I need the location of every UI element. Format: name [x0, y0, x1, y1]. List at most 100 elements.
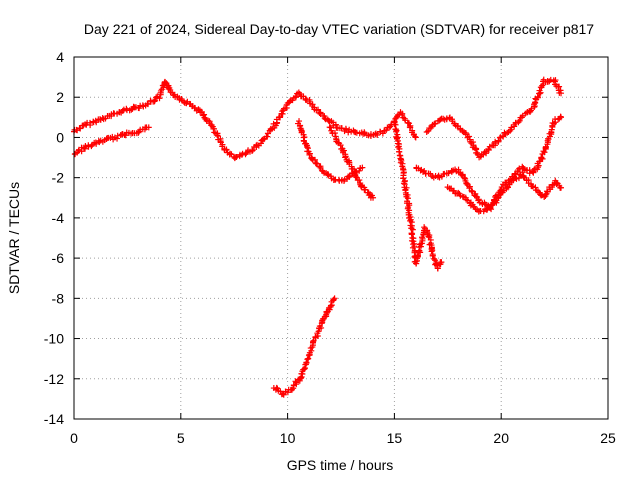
data-point-main_band: [277, 114, 284, 121]
x-axis-label: GPS time / hours: [287, 457, 394, 473]
data-point-crossing_down_b: [337, 142, 344, 149]
data-point-main_band: [233, 154, 240, 161]
data-point-main_band: [249, 147, 256, 154]
data-point-main_band: [249, 148, 256, 155]
data-point-deep_dip_10_12: [304, 356, 311, 363]
data-point-low_start: [145, 124, 152, 131]
data-point-deep_dip_10_12: [290, 385, 297, 392]
data-point-low_start: [82, 143, 89, 150]
x-tick-label: 0: [70, 430, 78, 446]
data-point-main_band: [406, 120, 413, 127]
data-point-drop_15_17: [404, 195, 411, 202]
data-point-late_low: [450, 187, 457, 194]
data-point-main_band: [214, 132, 221, 139]
data-point-late_high: [512, 120, 519, 127]
data-point-drop_15_17: [409, 226, 416, 233]
data-point-late_mid: [482, 201, 489, 208]
data-point-deep_dip_10_12: [280, 391, 287, 398]
data-point-low_start: [114, 135, 121, 142]
data-point-late_mid: [541, 149, 548, 156]
data-point-late_low: [515, 175, 522, 182]
data-point-main_band: [156, 95, 163, 102]
data-point-main_band: [292, 93, 299, 100]
data-point-crossing_down_a: [359, 164, 366, 171]
data-point-late_low: [553, 179, 560, 186]
data-point-late_low: [544, 188, 551, 195]
data-point-main_band: [238, 151, 245, 158]
data-point-drop_15_17: [407, 222, 414, 229]
x-tick-label: 15: [387, 430, 403, 446]
data-point-low_start: [93, 140, 100, 147]
data-points: [70, 76, 565, 398]
data-point-main_band: [374, 131, 381, 138]
data-point-low_start: [114, 132, 121, 139]
data-point-main_band: [257, 140, 264, 147]
data-point-late_high: [536, 87, 543, 94]
data-point-crossing_down_a: [312, 156, 319, 163]
data-point-crossing_down_b: [356, 177, 363, 184]
data-point-deep_dip_10_12: [303, 359, 310, 366]
data-point-late_low: [558, 184, 565, 191]
data-point-drop_15_17: [431, 255, 438, 262]
data-point-late_mid: [549, 120, 556, 127]
data-point-crossing_down_b: [353, 174, 360, 181]
y-tick-label: -10: [44, 331, 64, 347]
x-tick-label: 10: [280, 430, 296, 446]
data-point-late_high: [515, 119, 522, 126]
data-point-main_band: [264, 133, 271, 140]
data-point-late_mid: [475, 196, 482, 203]
y-tick-label: -4: [52, 210, 65, 226]
x-tick-label: 20: [493, 430, 509, 446]
data-point-crossing_down_b: [352, 173, 359, 180]
data-point-deep_dip_10_12: [309, 338, 316, 345]
data-point-crossing_down_b: [327, 124, 334, 131]
data-point-crossing_down_b: [332, 130, 339, 137]
x-tick-label: 5: [177, 430, 185, 446]
data-point-late_low: [519, 169, 526, 176]
data-point-late_mid: [461, 174, 468, 181]
data-point-crossing_down_a: [325, 172, 332, 179]
data-point-deep_dip_10_12: [331, 295, 338, 302]
data-point-main_band: [195, 106, 202, 113]
y-tick-label: -14: [44, 411, 64, 427]
data-point-late_high: [466, 133, 473, 140]
data-point-main_band: [151, 97, 158, 104]
data-point-main_band: [223, 146, 230, 153]
data-point-late_mid: [536, 158, 543, 165]
data-point-crossing_down_a: [309, 155, 316, 162]
y-axis-label: SDTVAR / TECUs: [6, 182, 22, 294]
data-point-drop_15_17: [429, 252, 436, 259]
data-point-deep_dip_10_12: [301, 366, 308, 373]
data-point-late_mid: [538, 154, 545, 161]
y-tick-label: -8: [52, 290, 65, 306]
data-point-main_band: [412, 134, 419, 141]
data-point-deep_dip_10_12: [310, 337, 317, 344]
data-point-drop_15_17: [396, 152, 403, 159]
data-point-main_band: [128, 106, 135, 113]
data-point-crossing_down_b: [351, 168, 358, 175]
data-point-late_mid: [463, 180, 470, 187]
data-point-main_band: [399, 111, 406, 118]
data-point-late_high: [527, 108, 534, 115]
data-point-late_low: [520, 173, 527, 180]
data-point-late_mid: [492, 193, 499, 200]
data-point-low_start: [122, 132, 129, 139]
y-tick-label: 4: [56, 49, 64, 65]
data-point-late_high: [473, 149, 480, 156]
y-tick-label: 2: [56, 89, 64, 105]
data-point-main_band: [412, 133, 419, 140]
data-point-crossing_down_b: [362, 186, 369, 193]
axis-ticks: 0 5 10 15 20 25 -14 -12 -10 -8 -6 -4 -2 0 2 4: [44, 49, 616, 446]
data-point-late_high: [516, 117, 523, 124]
data-point-crossing_down_a: [306, 150, 313, 157]
data-point-late_mid: [472, 193, 479, 200]
data-point-drop_15_17: [408, 231, 415, 238]
data-point-low_start: [88, 143, 95, 150]
data-point-late_high: [558, 90, 565, 97]
data-point-crossing_down_b: [342, 153, 349, 160]
data-point-main_band: [345, 129, 352, 136]
data-point-drop_15_17: [414, 252, 421, 259]
data-point-main_band: [321, 115, 328, 122]
data-point-drop_15_17: [396, 148, 403, 155]
